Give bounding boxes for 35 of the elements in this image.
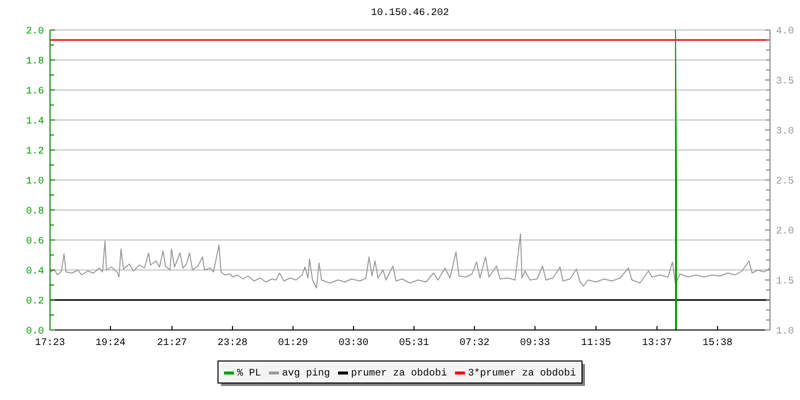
y-tick-label: 1.6 [26,86,44,98]
legend-label: % PL [237,368,262,380]
legend-label: avg ping [282,368,330,380]
x-tick-label: 05:31 [398,338,430,349]
x-tick-label: 19:24 [95,338,126,349]
x-tick-label: 21:27 [156,338,188,349]
y2-tick-label: 3.0 [776,126,794,138]
y2-tick-label: 3.5 [776,76,794,88]
chart-title: 10.150.46.202 [370,8,450,19]
x-tick-label: 09:33 [520,338,550,349]
y-tick-label: 1.4 [26,116,44,128]
y-tick-label: 0.4 [26,266,44,278]
x-tick-label: 17:23 [34,338,66,349]
x-tick-label: 13:37 [642,338,672,349]
legend-label: 3*prumer za obdobi [468,368,576,380]
y-tick-label: 0.8 [26,206,44,218]
y-tick-label: 1.0 [26,176,44,188]
y-tick-label: 0.0 [26,326,44,338]
y-tick-label: 0.2 [26,296,44,308]
y2-tick-label: 1.0 [776,326,794,338]
x-tick-label: 23:28 [217,338,248,349]
x-tick-label: 03:30 [338,338,369,349]
y2-tick-label: 4.0 [776,26,794,38]
legend-label: prumer za obdobi [351,368,448,380]
y-tick-label: 0.6 [26,236,44,248]
y2-tick-label: 2.5 [776,176,794,188]
y-tick-label: 1.8 [26,56,44,68]
x-tick-label: 07:32 [459,338,490,349]
y2-tick-label: 2.0 [776,226,794,238]
y-tick-label: 1.2 [26,146,44,158]
y-tick-label: 2.0 [26,26,44,38]
x-tick-label: 15:38 [702,338,733,349]
x-tick-label: 01:29 [278,338,308,349]
x-tick-label: 11:35 [580,338,612,349]
y2-tick-label: 1.5 [776,276,794,288]
